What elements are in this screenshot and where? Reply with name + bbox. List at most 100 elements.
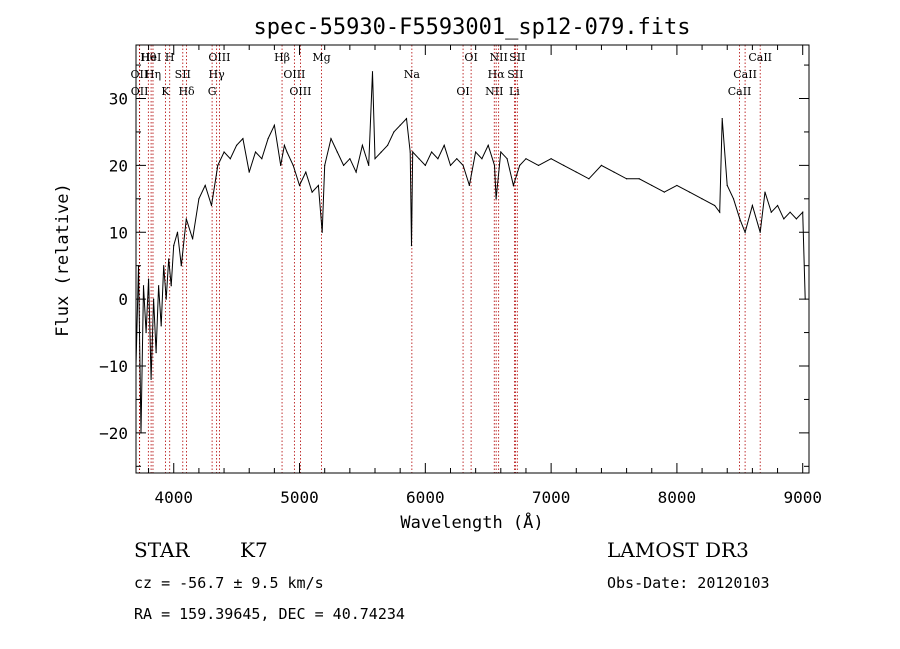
x-tick-label: 7000 <box>532 488 571 507</box>
data-point <box>789 211 791 213</box>
data-point <box>487 144 489 146</box>
data-point <box>330 138 332 140</box>
data-point <box>267 138 269 140</box>
spectral-line-label: CaII <box>748 51 772 64</box>
data-point <box>481 158 483 160</box>
spectral-line-label: NII <box>490 51 508 64</box>
data-point <box>676 184 678 187</box>
data-point <box>721 117 723 120</box>
y-tick-label: 10 <box>109 223 128 242</box>
spectral-line-label: Hβ <box>274 51 290 64</box>
data-point <box>298 184 301 187</box>
data-point <box>588 178 590 180</box>
data-point <box>393 131 395 133</box>
y-tick-label: −20 <box>99 424 128 443</box>
data-point <box>776 204 779 207</box>
data-point <box>386 144 389 146</box>
object-subclass: K7 <box>240 538 268 562</box>
data-point <box>155 352 157 354</box>
data-point <box>638 178 640 180</box>
spectral-line-label: OI <box>464 51 477 64</box>
data-point <box>456 158 458 160</box>
data-point <box>575 171 577 173</box>
spectral-line-label: SII <box>507 68 523 81</box>
data-point <box>185 218 187 220</box>
data-point <box>663 191 665 193</box>
spectral-line-label: OIII <box>289 85 311 98</box>
data-point <box>280 164 282 166</box>
data-point <box>468 184 470 187</box>
data-point <box>732 198 735 200</box>
series-layer <box>135 71 806 434</box>
data-point <box>145 331 147 334</box>
data-point <box>744 231 746 233</box>
data-point <box>525 158 527 160</box>
spectral-line-label: G <box>208 85 217 98</box>
data-point <box>173 245 175 247</box>
plot-frame <box>135 44 810 474</box>
data-point <box>495 198 497 200</box>
data-point <box>764 191 766 193</box>
x-axis-label: Wavelength (Å) <box>400 511 543 533</box>
data-point <box>759 231 761 233</box>
data-point <box>223 151 225 153</box>
data-point <box>158 285 160 287</box>
data-point <box>217 164 219 166</box>
data-point <box>342 164 345 166</box>
data-point <box>714 204 716 207</box>
spectral-line-label: NII <box>485 85 503 98</box>
x-axis-ticks: 4000 5000 6000 7000 8000 9000 <box>148 45 822 507</box>
data-point <box>180 265 182 267</box>
data-point <box>462 164 464 166</box>
data-point <box>537 164 540 166</box>
y-tick-label: −10 <box>99 357 128 376</box>
data-point <box>336 151 338 153</box>
data-point <box>317 184 320 187</box>
data-point <box>292 164 294 166</box>
data-point <box>418 158 420 160</box>
data-point <box>305 171 307 173</box>
data-point <box>153 298 155 300</box>
data-point <box>500 151 502 153</box>
redshift-velocity: cz = -56.7 ± 9.5 km/s <box>134 574 324 592</box>
x-tick-label: 6000 <box>406 488 445 507</box>
data-point <box>147 278 150 280</box>
chart-title: spec-55930-F5593001_sp12-079.fits <box>253 15 690 40</box>
data-point <box>701 198 703 200</box>
data-point <box>273 124 275 126</box>
data-point <box>198 198 200 200</box>
data-point <box>361 144 364 146</box>
spectral-line-label: OIII <box>283 68 305 81</box>
data-point <box>210 204 213 207</box>
spectral-line-label: H <box>165 51 175 64</box>
data-point <box>550 158 552 160</box>
data-point <box>688 191 691 193</box>
data-point <box>311 191 313 193</box>
data-point <box>519 164 521 166</box>
data-point <box>160 325 162 327</box>
data-point <box>437 158 439 160</box>
data-point <box>475 151 477 153</box>
data-point <box>726 184 728 187</box>
data-point <box>399 124 401 126</box>
data-point <box>802 211 804 213</box>
series-line-flux <box>135 71 806 433</box>
data-point <box>410 245 413 247</box>
data-point <box>374 158 376 160</box>
spectral-line-label: Hγ <box>209 68 226 81</box>
spectral-line-label: OII <box>131 85 149 98</box>
data-point <box>371 71 374 73</box>
data-point <box>449 164 452 166</box>
data-point <box>261 158 263 160</box>
data-point <box>248 171 250 173</box>
data-point <box>512 184 514 187</box>
data-point <box>739 218 741 220</box>
spectral-line-label: CaII <box>733 68 757 81</box>
data-point <box>424 164 426 166</box>
spectral-line-label: Hα <box>488 68 506 81</box>
spectral-line-label: OIII <box>208 51 230 64</box>
data-point <box>286 151 288 153</box>
data-point <box>165 298 167 300</box>
y-tick-label: 30 <box>109 90 128 109</box>
